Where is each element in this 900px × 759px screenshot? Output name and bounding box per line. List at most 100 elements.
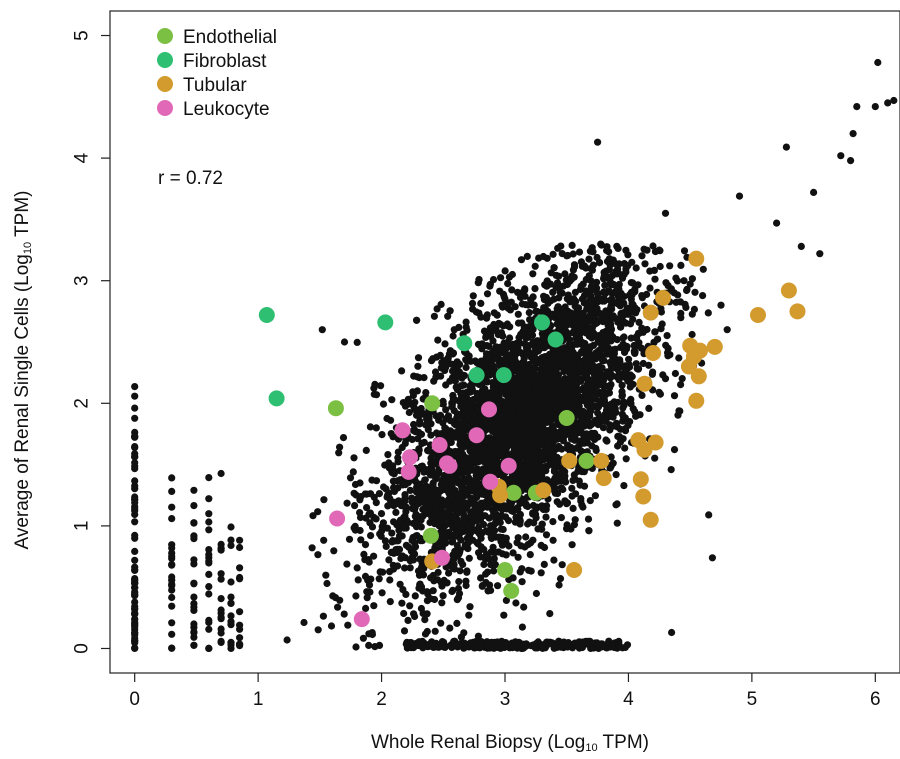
gene-point xyxy=(463,439,471,447)
gene-point xyxy=(516,410,524,418)
gene-point xyxy=(441,514,449,522)
gene-point xyxy=(571,378,580,386)
gene-point xyxy=(131,563,139,571)
gene-point xyxy=(491,561,499,569)
gene-point xyxy=(504,351,512,359)
gene-point xyxy=(227,618,235,626)
gene-point xyxy=(505,273,513,281)
gene-point xyxy=(484,587,492,595)
gene-point xyxy=(450,431,458,440)
gene-point xyxy=(508,384,516,392)
gene-point xyxy=(594,138,602,146)
gene-point xyxy=(392,508,400,516)
gene-point xyxy=(406,602,414,610)
gene-point xyxy=(648,370,657,378)
gene-point xyxy=(561,270,569,278)
gene-point xyxy=(356,479,364,487)
gene-point xyxy=(236,543,244,552)
gene-point xyxy=(512,471,520,479)
gene-point xyxy=(344,621,352,629)
gene-point xyxy=(616,356,624,364)
gene-point xyxy=(364,556,372,564)
gene-point xyxy=(227,593,235,601)
gene-point xyxy=(614,398,622,406)
fibroblast-point xyxy=(468,367,485,384)
gene-point xyxy=(645,361,653,369)
gene-point xyxy=(670,446,679,454)
gene-point xyxy=(575,248,584,256)
tubular-point xyxy=(535,482,552,499)
gene-point xyxy=(449,551,457,559)
gene-point xyxy=(361,490,369,498)
gene-point xyxy=(534,372,542,380)
gene-point xyxy=(507,298,515,306)
gene-point xyxy=(388,469,396,477)
gene-point xyxy=(360,550,368,559)
gene-point xyxy=(205,518,213,526)
gene-point xyxy=(352,592,360,600)
gene-point xyxy=(362,446,370,454)
gene-point xyxy=(131,518,139,526)
gene-point xyxy=(538,416,546,424)
gene-point xyxy=(529,338,537,346)
gene-point xyxy=(425,640,433,649)
gene-point xyxy=(456,548,464,557)
gene-point xyxy=(597,295,605,304)
gene-point xyxy=(630,348,639,356)
gene-point xyxy=(609,297,617,306)
gene-point xyxy=(406,639,414,647)
gene-point xyxy=(666,262,674,270)
gene-point xyxy=(190,579,198,587)
gene-point xyxy=(502,410,511,418)
gene-point xyxy=(131,477,139,485)
gene-point xyxy=(520,389,528,397)
gene-point xyxy=(444,354,452,362)
gene-point xyxy=(544,363,552,371)
gene-point xyxy=(131,453,139,461)
endothelial-point xyxy=(503,582,520,599)
gene-point xyxy=(320,496,328,504)
gene-point xyxy=(402,503,410,511)
gene-point xyxy=(205,644,213,653)
gene-point xyxy=(409,556,418,564)
gene-point xyxy=(508,404,516,412)
gene-point xyxy=(455,479,463,487)
gene-point xyxy=(511,638,519,646)
gene-point xyxy=(502,513,510,521)
gene-point xyxy=(582,329,590,337)
tubular-point xyxy=(688,392,705,409)
gene-point xyxy=(681,300,689,308)
gene-point xyxy=(205,495,213,503)
gene-point xyxy=(606,464,614,472)
gene-point xyxy=(552,368,560,376)
gene-point xyxy=(419,609,427,618)
gene-point xyxy=(621,348,629,356)
gene-point xyxy=(205,474,213,482)
gene-point xyxy=(561,351,569,359)
gene-point xyxy=(543,277,551,285)
gene-point xyxy=(366,509,374,517)
fibroblast-point xyxy=(377,314,394,331)
gene-point xyxy=(568,484,576,492)
gene-point xyxy=(168,474,176,482)
gene-point xyxy=(465,554,473,562)
leukocyte-point xyxy=(434,549,450,566)
gene-point xyxy=(363,504,371,512)
gene-point xyxy=(645,404,653,412)
tubular-point xyxy=(595,470,612,487)
gene-point xyxy=(437,619,445,627)
gene-point xyxy=(489,362,497,370)
gene-point xyxy=(475,276,483,284)
gene-point xyxy=(327,622,336,630)
gene-point xyxy=(475,549,483,557)
gene-point xyxy=(476,642,485,650)
gene-point xyxy=(534,525,542,533)
gene-point xyxy=(450,420,458,428)
leukocyte-point xyxy=(500,457,517,474)
gene-point xyxy=(589,330,597,338)
gene-point xyxy=(380,483,388,491)
gene-point xyxy=(601,411,609,419)
gene-point xyxy=(502,639,510,647)
gene-point xyxy=(371,380,379,388)
